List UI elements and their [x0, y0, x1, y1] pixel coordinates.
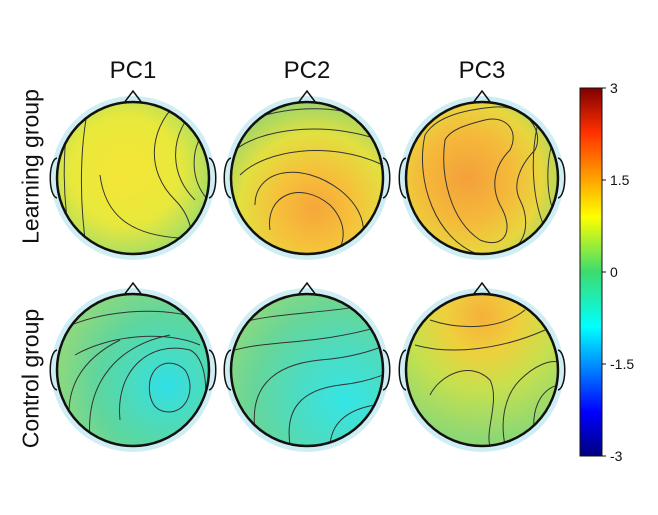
colorbar-tick-neg-1-5: -1.5 [610, 356, 635, 372]
topomap-learning-pc2 [223, 89, 391, 260]
column-title-pc2: PC2 [283, 57, 331, 84]
colorbar-tick-1-5: 1.5 [610, 172, 630, 188]
colorbar [579, 87, 606, 457]
column-title-pc1: PC1 [109, 57, 157, 84]
colorbar-tick-neg-3: -3 [610, 448, 623, 464]
topomap-control-pc2 [223, 281, 391, 452]
colorbar-tick-3: 3 [610, 80, 618, 96]
row-label-control: Control group [17, 308, 44, 449]
topomap-control-pc1 [49, 281, 217, 452]
colorbar-tick-0: 0 [610, 264, 618, 280]
topomap-control-pc3 [398, 281, 566, 452]
column-title-pc3: PC3 [458, 57, 506, 84]
topomap-learning-pc1 [49, 89, 217, 260]
topomap-learning-pc3 [398, 89, 566, 260]
row-label-learning: Learning group [17, 89, 44, 244]
